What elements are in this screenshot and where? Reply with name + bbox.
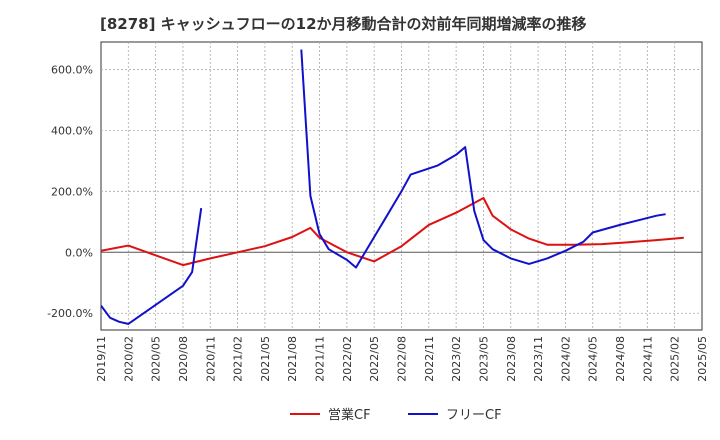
x-tick-label: 2021/08 <box>286 336 299 382</box>
x-tick-label: 2021/02 <box>232 336 245 382</box>
x-tick-label: 2024/05 <box>587 336 600 382</box>
y-tick-label: 0.0% <box>65 246 93 259</box>
chart-title: [8278] キャッシュフローの12か月移動合計の対前年同期増減率の推移 <box>100 15 587 33</box>
x-tick-label: 2019/11 <box>95 336 108 382</box>
x-tick-label: 2025/05 <box>696 336 709 382</box>
y-tick-label: 200.0% <box>51 185 93 198</box>
x-tick-label: 2021/11 <box>314 336 327 382</box>
x-tick-label: 2023/08 <box>505 336 518 382</box>
x-tick-label: 2024/11 <box>641 336 654 382</box>
y-tick-label: 400.0% <box>51 124 93 137</box>
series-line-free-cf <box>101 207 203 325</box>
x-tick-label: 2022/08 <box>396 336 409 382</box>
x-tick-label: 2023/02 <box>450 336 463 382</box>
x-tick-label: 2022/11 <box>423 336 436 382</box>
x-tick-label: 2022/05 <box>368 336 381 382</box>
x-tick-label: 2021/05 <box>259 336 272 382</box>
legend-item-operating-cf-label: 営業CF <box>328 407 371 423</box>
y-tick-label: -200.0% <box>47 307 93 320</box>
x-tick-label: 2023/05 <box>477 336 490 382</box>
x-tick-label: 2024/08 <box>614 336 627 382</box>
y-tick-label: 600.0% <box>51 63 93 76</box>
x-tick-label: 2023/11 <box>532 336 545 382</box>
x-tick-label: 2020/05 <box>150 336 163 382</box>
legend-item-free-cf-label: フリーCF <box>446 408 502 423</box>
series-line-free-cf <box>300 49 666 269</box>
x-tick-label: 2020/11 <box>204 336 217 382</box>
x-tick-label: 2020/08 <box>177 336 190 382</box>
x-tick-label: 2020/02 <box>122 336 135 382</box>
x-tick-label: 2025/02 <box>669 336 682 382</box>
x-tick-label: 2022/02 <box>341 336 354 382</box>
x-tick-label: 2024/02 <box>559 336 572 382</box>
